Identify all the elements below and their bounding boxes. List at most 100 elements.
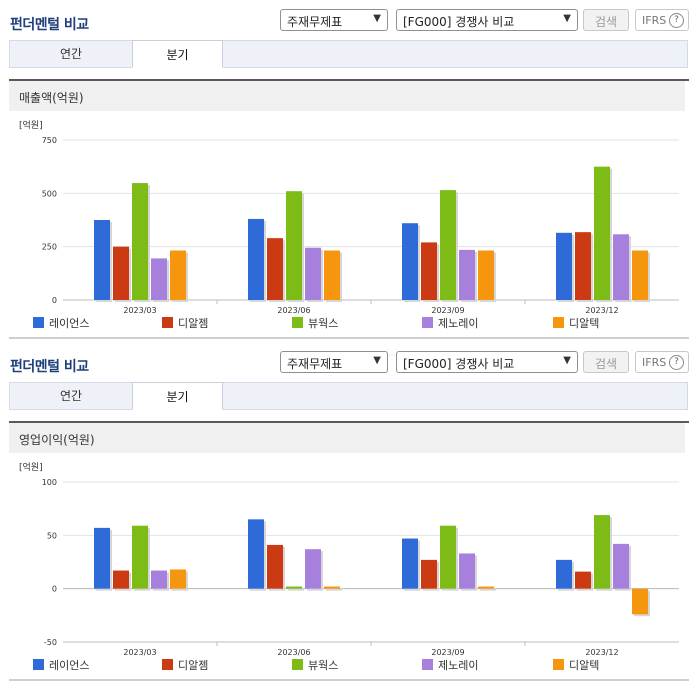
bar-3 — [440, 190, 456, 300]
bar-4 — [613, 234, 629, 300]
peer-group-select[interactable]: [FG000] 경쟁사 비교 ▼ — [396, 351, 578, 373]
tab-annual[interactable]: 연간 — [59, 389, 83, 403]
x-tick-label: 2023/03 — [123, 306, 156, 315]
bar-2 — [421, 559, 437, 589]
legend-swatch — [33, 659, 44, 670]
y-tick-label: 0 — [52, 585, 57, 594]
legend-label: 레이언스 — [49, 317, 89, 330]
panel-header: 펀더멘털 비교 주재무제표 ▼ [FG000] 경쟁사 비교 ▼ 검색 IFRS… — [0, 0, 696, 36]
x-tick-label: 2023/09 — [431, 648, 464, 657]
legend-label: 뷰웍스 — [308, 317, 338, 330]
bar-2 — [575, 232, 591, 300]
x-tick-label: 2023/06 — [277, 648, 310, 657]
bar-4 — [151, 570, 167, 589]
statement-type-select[interactable]: 주재무제표 ▼ — [280, 351, 388, 373]
x-tick-label: 2023/06 — [277, 306, 310, 315]
period-tabs: 연간 분기 — [9, 382, 688, 410]
bar-4 — [459, 249, 475, 300]
bar-3 — [594, 515, 610, 589]
ifrs-info-button[interactable]: IFRS ? — [635, 9, 689, 31]
legend-label: 제노레이 — [438, 659, 478, 672]
help-icon: ? — [669, 355, 684, 370]
bar-4 — [305, 247, 321, 300]
tab-annual[interactable]: 연간 — [59, 47, 83, 61]
peer-group-select[interactable]: [FG000] 경쟁사 비교 ▼ — [396, 9, 578, 31]
statement-type-select[interactable]: 주재무제표 ▼ — [280, 9, 388, 31]
unit-label: [억원] — [19, 119, 43, 131]
legend-label: 뷰웍스 — [308, 659, 338, 672]
ifrs-label: IFRS — [642, 356, 667, 369]
fundamental-panel-revenue: 펀더멘털 비교 주재무제표 ▼ [FG000] 경쟁사 비교 ▼ 검색 IFRS… — [0, 0, 696, 339]
tab-quarterly[interactable]: 분기 — [132, 40, 223, 68]
bar-3 — [440, 525, 456, 589]
bar-3 — [286, 586, 302, 589]
x-tick-label: 2023/12 — [585, 648, 618, 657]
bar-5 — [478, 586, 494, 589]
chart-header: 매출액(억원) — [9, 81, 685, 111]
legend-label: 디알텍 — [569, 316, 599, 330]
bar-2 — [113, 570, 129, 589]
bar-1 — [94, 220, 110, 300]
bar-4 — [151, 258, 167, 300]
bar-2 — [267, 238, 283, 300]
chart-title: 영업이익(억원) — [19, 433, 95, 447]
bar-5 — [170, 569, 186, 589]
bar-shadow — [326, 588, 342, 591]
ifrs-info-button[interactable]: IFRS ? — [635, 351, 689, 373]
legend-swatch — [553, 659, 564, 670]
chart-title: 매출액(억원) — [19, 91, 84, 105]
chevron-down-icon: ▼ — [563, 13, 571, 24]
bar-4 — [459, 553, 475, 589]
period-tabs: 연간 분기 — [9, 40, 688, 68]
legend-swatch — [292, 659, 303, 670]
bar-5 — [478, 250, 494, 300]
tab-quarterly[interactable]: 분기 — [132, 382, 223, 410]
chart-header: 영업이익(억원) — [9, 423, 685, 453]
fundamental-panel-operating-income: 펀더멘털 비교 주재무제표 ▼ [FG000] 경쟁사 비교 ▼ 검색 IFRS… — [0, 342, 696, 684]
bar-4 — [305, 549, 321, 589]
legend-swatch — [162, 659, 173, 670]
bar-2 — [113, 246, 129, 300]
legend-swatch — [553, 317, 564, 328]
bar-1 — [248, 218, 264, 300]
statement-type-value: 주재무제표 — [287, 357, 343, 371]
legend-swatch — [292, 317, 303, 328]
bar-1 — [556, 559, 572, 589]
bar-5 — [170, 250, 186, 300]
y-tick-label: 50 — [47, 531, 57, 540]
x-tick-label: 2023/09 — [431, 306, 464, 315]
bar-5 — [324, 250, 340, 300]
revenue-bar-chart: [억원] 0 250 500 750 2023/03 2023/06 2023/09 2023/… — [19, 119, 679, 330]
panel-title: 펀더멘털 비교 — [10, 359, 89, 375]
chevron-down-icon: ▼ — [373, 355, 381, 366]
search-button[interactable]: 검색 — [583, 351, 629, 373]
y-tick-label: 500 — [42, 189, 57, 198]
bar-3 — [594, 166, 610, 300]
y-tick-label: 250 — [42, 243, 57, 252]
chart-container: 매출액(억원) [억원] 0 250 500 750 2023/03 2023/06 2023… — [9, 79, 689, 339]
y-tick-label: 100 — [42, 478, 57, 487]
ifrs-label: IFRS — [642, 14, 667, 27]
bar-2 — [267, 544, 283, 589]
bar-shadow — [480, 588, 496, 591]
legend-swatch — [33, 317, 44, 328]
legend-swatch — [422, 659, 433, 670]
unit-label: [억원] — [19, 461, 43, 473]
bar-5 — [324, 586, 340, 589]
bar-5 — [632, 250, 648, 300]
panel-title: 펀더멘털 비교 — [10, 17, 89, 33]
bar-1 — [402, 223, 418, 300]
chevron-down-icon: ▼ — [563, 355, 571, 366]
legend-swatch — [422, 317, 433, 328]
bar-2 — [575, 571, 591, 589]
search-button[interactable]: 검색 — [583, 9, 629, 31]
bar-4 — [613, 543, 629, 589]
legend-label: 디알텍 — [569, 658, 599, 672]
bar-2 — [421, 242, 437, 300]
operating-income-bar-chart: [억원] -50 0 50 100 2023/03 2023/06 2023/09 2023/1… — [19, 461, 679, 672]
panel-header: 펀더멘털 비교 주재무제표 ▼ [FG000] 경쟁사 비교 ▼ 검색 IFRS… — [0, 342, 696, 378]
bar-5 — [632, 588, 648, 615]
legend-label: 디알젬 — [178, 316, 208, 330]
chevron-down-icon: ▼ — [373, 13, 381, 24]
bar-1 — [556, 232, 572, 300]
